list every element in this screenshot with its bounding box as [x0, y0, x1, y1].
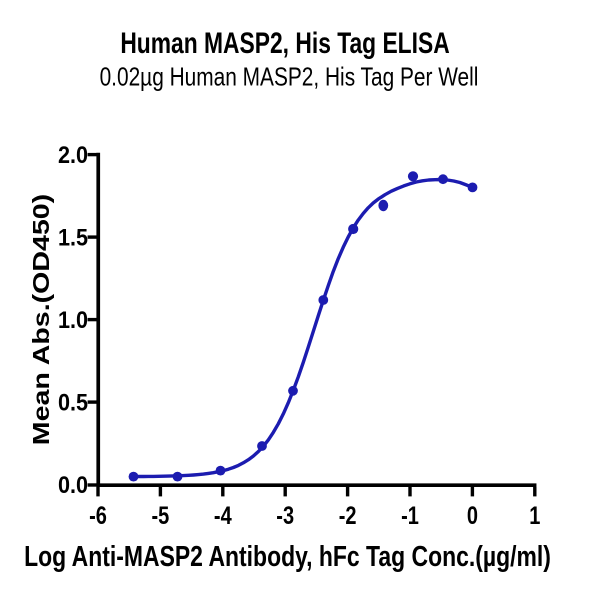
svg-text:1.5: 1.5 — [58, 224, 88, 251]
svg-text:2.0: 2.0 — [58, 141, 88, 168]
svg-text:Mean Abs.(OD450): Mean Abs.(OD450) — [30, 194, 55, 445]
svg-text:Human MASP2, His Tag ELISA: Human MASP2, His Tag ELISA — [120, 26, 449, 59]
svg-text:Log Anti-MASP2 Antibody, hFc T: Log Anti-MASP2 Antibody, hFc Tag Conc.(µ… — [24, 539, 551, 572]
svg-text:-3: -3 — [276, 502, 294, 530]
svg-text:-6: -6 — [89, 502, 107, 530]
svg-text:0.02µg Human MASP2, His Tag Pe: 0.02µg Human MASP2, His Tag Per Well — [100, 62, 479, 91]
svg-text:1.0: 1.0 — [58, 306, 88, 333]
svg-text:0.0: 0.0 — [58, 471, 88, 498]
svg-text:0: 0 — [467, 502, 478, 530]
svg-text:0.5: 0.5 — [58, 389, 88, 416]
svg-text:-5: -5 — [152, 502, 170, 530]
svg-text:-1: -1 — [401, 502, 419, 530]
svg-text:1: 1 — [529, 502, 540, 530]
svg-text:-2: -2 — [339, 502, 357, 530]
svg-text:-4: -4 — [214, 502, 232, 530]
